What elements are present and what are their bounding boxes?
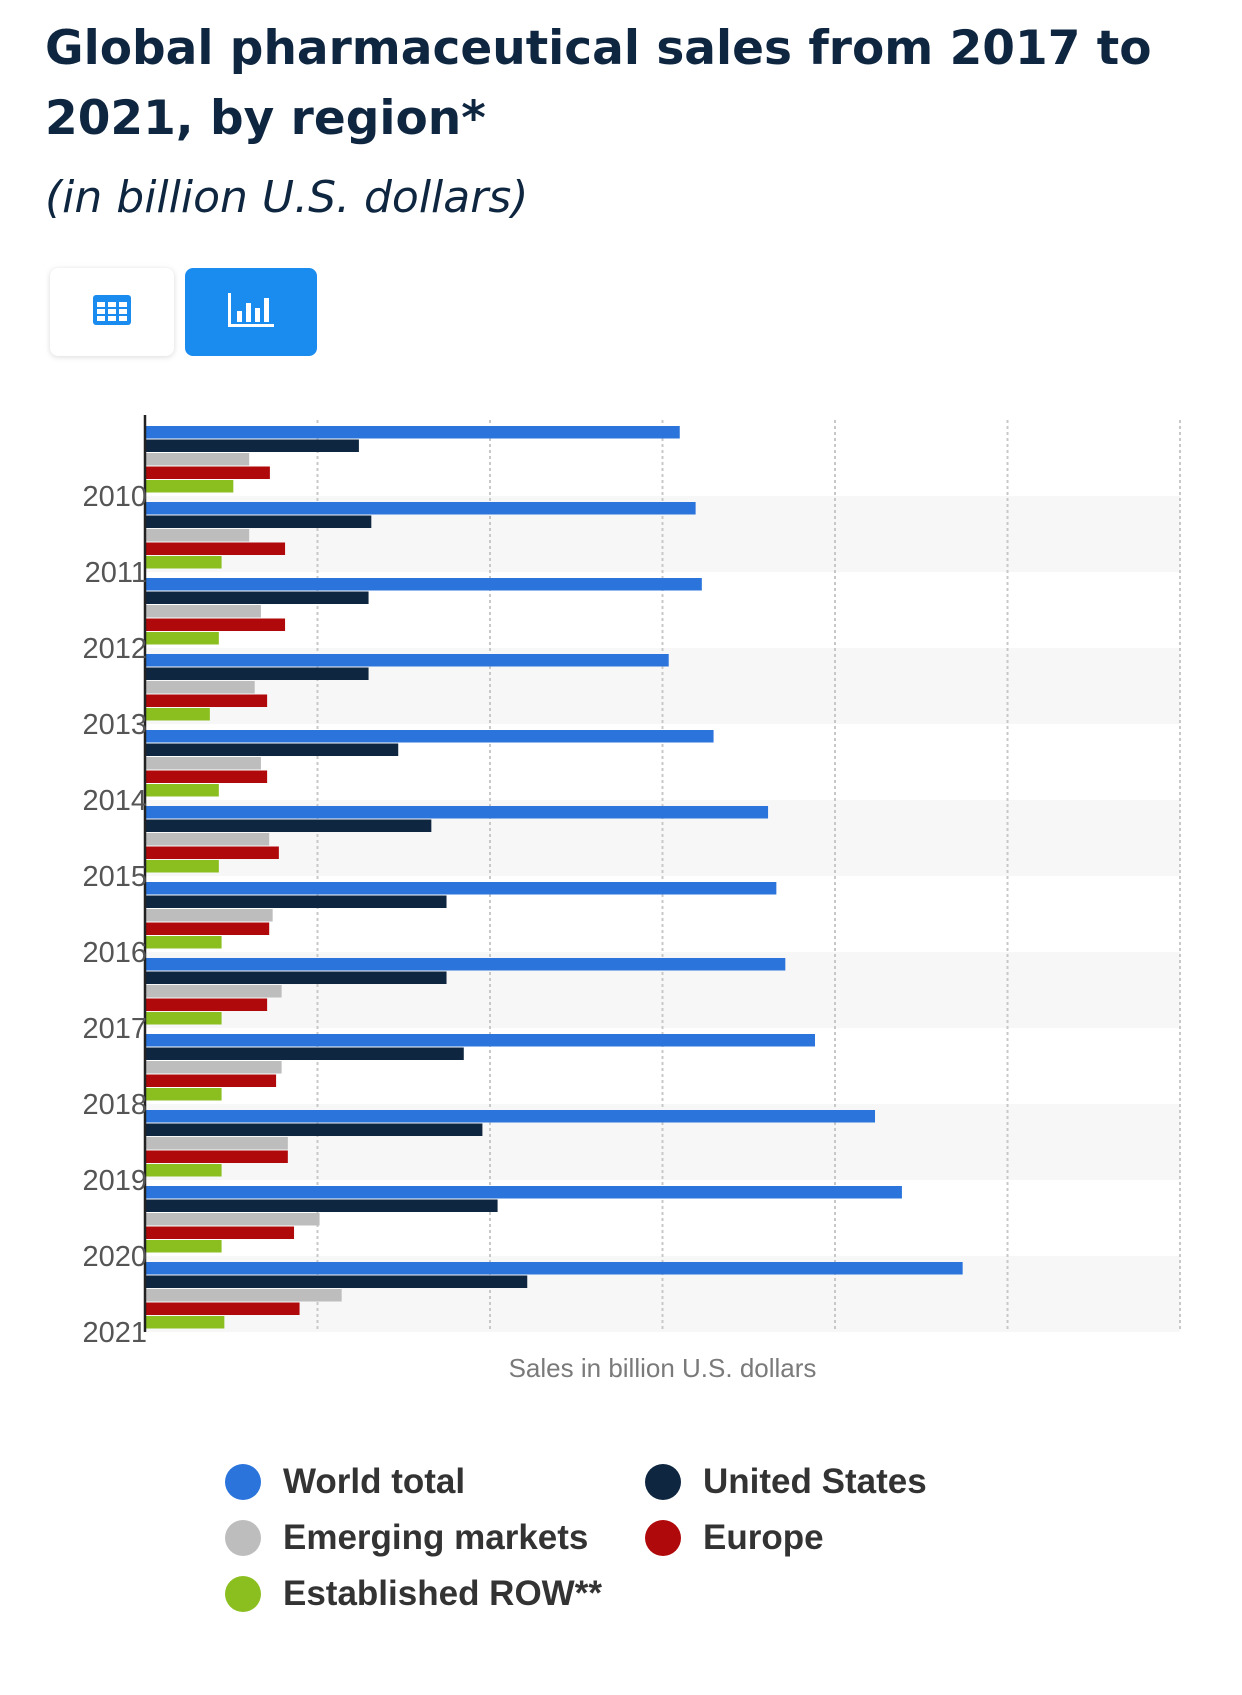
legend-item-united-states[interactable]: United States xyxy=(645,1462,927,1502)
bar xyxy=(145,860,219,873)
bar xyxy=(145,1012,222,1025)
bar xyxy=(145,770,268,783)
bar xyxy=(145,1074,277,1087)
bar xyxy=(145,426,680,439)
bar xyxy=(145,757,261,770)
bar xyxy=(145,1137,288,1150)
bar xyxy=(145,681,255,694)
bar xyxy=(145,1150,288,1163)
x-axis-title: Sales in billion U.S. dollars xyxy=(509,1353,817,1383)
bar xyxy=(145,453,250,466)
chart-view-button[interactable] xyxy=(185,268,317,356)
bar xyxy=(145,1316,225,1329)
bar xyxy=(145,743,399,756)
bar xyxy=(145,515,372,528)
bar xyxy=(145,667,369,680)
bar xyxy=(145,1034,815,1047)
bar xyxy=(145,1199,498,1212)
legend-label: Established ROW** xyxy=(283,1574,602,1613)
bar xyxy=(145,784,219,797)
legend-swatch xyxy=(225,1520,261,1556)
legend-swatch xyxy=(225,1576,261,1612)
table-view-button[interactable] xyxy=(50,268,174,356)
y-tick-label: 2017 xyxy=(82,1013,147,1045)
bar xyxy=(145,605,261,618)
bar xyxy=(145,502,696,515)
bar xyxy=(145,1262,963,1275)
bar xyxy=(145,542,286,555)
bar xyxy=(145,654,669,667)
bar xyxy=(145,1061,282,1074)
bar xyxy=(145,578,702,591)
y-tick-label: 2014 xyxy=(82,785,147,817)
chart-title: Global pharmaceutical sales from 2017 to… xyxy=(45,21,1152,146)
bar xyxy=(145,1186,902,1199)
y-tick-label: 2020 xyxy=(82,1241,147,1273)
bar xyxy=(145,819,432,832)
legend-label: Emerging markets xyxy=(283,1518,589,1557)
bar xyxy=(145,1275,528,1288)
y-tick-label: 2019 xyxy=(82,1165,147,1197)
bar xyxy=(145,466,270,479)
bar xyxy=(145,806,769,819)
bar xyxy=(145,1088,222,1101)
legend-label: Europe xyxy=(703,1518,824,1557)
legend-item-europe[interactable]: Europe xyxy=(645,1518,824,1558)
table-icon xyxy=(92,294,132,331)
legend-label: United States xyxy=(703,1462,927,1501)
bar xyxy=(145,439,359,452)
bar xyxy=(145,529,250,542)
legend-swatch xyxy=(645,1520,681,1556)
bar xyxy=(145,971,447,984)
bar xyxy=(145,1302,300,1315)
y-tick-label: 2012 xyxy=(82,633,147,665)
chart-subtitle: (in billion U.S. dollars) xyxy=(45,172,529,223)
y-tick-label: 2011 xyxy=(85,557,147,589)
bar-chart-icon xyxy=(226,291,276,334)
bar xyxy=(145,591,369,604)
bar xyxy=(145,1110,876,1123)
bar xyxy=(145,730,714,743)
bar xyxy=(145,895,447,908)
bar xyxy=(145,833,270,846)
bar xyxy=(145,998,268,1011)
bar xyxy=(145,922,270,935)
y-tick-label: 2013 xyxy=(82,709,147,741)
y-tick-label: 2021 xyxy=(82,1317,147,1349)
bar xyxy=(145,632,219,645)
legend-swatch xyxy=(225,1464,261,1500)
bar xyxy=(145,882,777,895)
legend-label: World total xyxy=(283,1462,466,1501)
legend-item-established-row[interactable]: Established ROW** xyxy=(225,1574,602,1614)
bar xyxy=(145,1240,222,1253)
bar xyxy=(145,846,279,859)
bar xyxy=(145,1213,320,1226)
legend-item-emerging-markets[interactable]: Emerging markets xyxy=(225,1518,588,1558)
bar xyxy=(145,1164,222,1177)
bar xyxy=(145,1047,464,1060)
legend-item-world-total[interactable]: World total xyxy=(225,1462,465,1502)
bar xyxy=(145,936,222,949)
bar xyxy=(145,1123,483,1136)
bar-chart: 2010 2011 2012 2013 2014 2015 2016 2017 2018 2019… xyxy=(82,415,1181,1383)
y-tick-label: 2018 xyxy=(82,1089,147,1121)
bar xyxy=(145,985,282,998)
bar xyxy=(145,958,786,971)
bar xyxy=(145,480,234,493)
bar xyxy=(145,1289,342,1302)
bar xyxy=(145,556,222,569)
bar xyxy=(145,618,286,631)
bar xyxy=(145,909,273,922)
legend-swatch xyxy=(645,1464,681,1500)
y-tick-label: 2016 xyxy=(82,937,147,969)
y-tick-label: 2010 xyxy=(82,481,147,513)
bar xyxy=(145,694,268,707)
y-tick-label: 2015 xyxy=(82,861,147,893)
bar xyxy=(145,1226,295,1239)
bar xyxy=(145,708,210,721)
